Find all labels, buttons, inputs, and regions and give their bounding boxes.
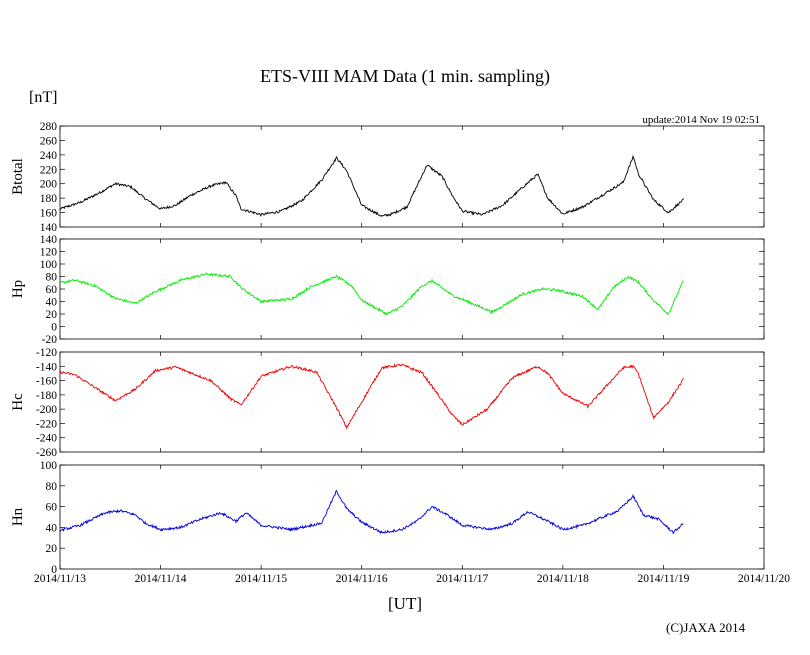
- y-tick-label: -200: [36, 404, 57, 416]
- y-tick-label: 20: [46, 543, 58, 555]
- panel-frame-hn: [59, 464, 765, 570]
- y-tick-label: -160: [36, 376, 57, 388]
- y-tick-label: -240: [36, 433, 57, 445]
- x-tick-label: 2014/11/14: [135, 573, 187, 585]
- y-tick-label: 0: [51, 322, 57, 334]
- y-tick-label: -180: [36, 390, 57, 402]
- y-tick-label: -260: [36, 447, 57, 459]
- panel-label-hp: Hp: [10, 280, 26, 298]
- y-tick-label: 0: [51, 564, 57, 576]
- series-line-btotal: [59, 154, 684, 217]
- y-tick-label: 200: [40, 179, 58, 191]
- y-tick-label: 40: [46, 522, 58, 534]
- y-tick-label: 60: [46, 502, 58, 514]
- update-timestamp: update:2014 Nov 19 02:51: [642, 114, 760, 126]
- x-tick-label: 2014/11/19: [637, 573, 689, 585]
- panel-frame-btotal: [59, 125, 765, 228]
- x-tick-label: 2014/11/13: [34, 573, 86, 585]
- y-tick-label: 100: [40, 460, 58, 472]
- y-tick-label: 60: [46, 284, 58, 296]
- y-tick-label: -20: [42, 334, 58, 346]
- y-tick-label: 240: [40, 150, 58, 162]
- series-line-hc: [59, 363, 684, 430]
- y-tick-label: -140: [36, 361, 57, 373]
- panel-label-hc: Hc: [10, 393, 26, 411]
- y-tick-label: 80: [46, 272, 58, 284]
- x-tick-label: 2014/11/18: [537, 573, 589, 585]
- series-line-hp: [59, 272, 684, 317]
- y-tick-label: 40: [46, 297, 58, 309]
- y-tick-label: 140: [40, 234, 58, 246]
- x-tick-label: 2014/11/20: [738, 573, 790, 585]
- series-line-hn: [59, 489, 684, 535]
- panel-frame-hc: [59, 351, 765, 453]
- y-tick-label: 20: [46, 309, 58, 321]
- x-tick-label: 2014/11/16: [336, 573, 388, 585]
- panel-label-hn: Hn: [10, 507, 26, 526]
- y-tick-label: 160: [40, 208, 58, 220]
- x-unit-label: [UT]: [388, 594, 422, 613]
- y-tick-label: 120: [40, 247, 58, 259]
- copyright-text: (C)JAXA 2014: [666, 620, 746, 635]
- y-tick-label: 180: [40, 193, 58, 205]
- y-tick-label: 220: [40, 164, 58, 176]
- x-tick-label: 2014/11/15: [235, 573, 287, 585]
- chart-title: ETS-VIII MAM Data (1 min. sampling): [260, 66, 550, 86]
- x-tick-label: 2014/11/17: [436, 573, 488, 585]
- panel-label-btotal: Btotal: [10, 158, 26, 195]
- y-tick-label: 100: [40, 259, 58, 271]
- y-tick-label: 80: [46, 481, 58, 493]
- y-tick-label: -220: [36, 418, 57, 430]
- y-tick-label: 280: [40, 121, 58, 133]
- y-unit-label: [nT]: [29, 89, 58, 106]
- y-tick-label: 260: [40, 135, 58, 147]
- y-tick-label: 140: [40, 222, 58, 234]
- y-tick-label: -120: [36, 347, 57, 359]
- panel-frame-hp: [59, 238, 765, 340]
